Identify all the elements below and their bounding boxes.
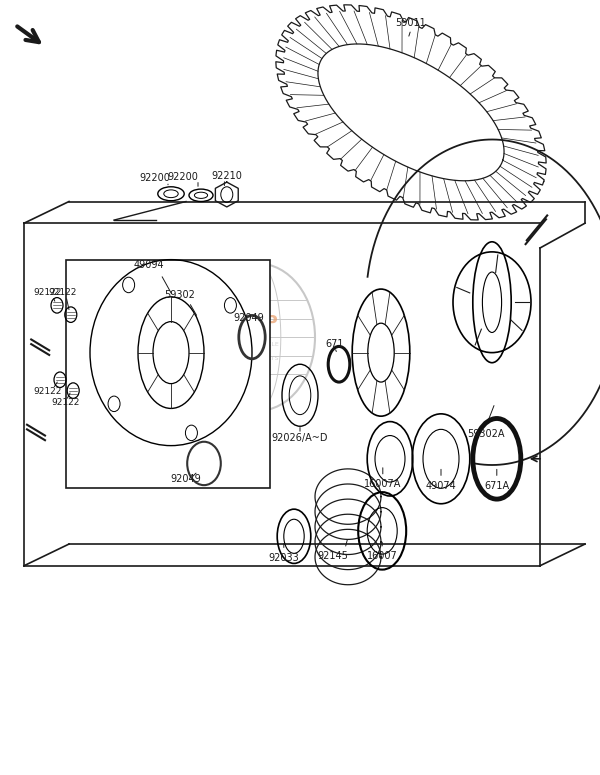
- Text: 49074: 49074: [425, 481, 457, 491]
- Text: 16007A: 16007A: [364, 480, 401, 489]
- Text: 92033: 92033: [268, 553, 299, 563]
- Text: 59302A: 59302A: [467, 429, 505, 439]
- Text: MSP: MSP: [238, 314, 278, 332]
- Text: MOTORCYCLE: MOTORCYCLE: [236, 343, 280, 347]
- Text: 92049: 92049: [170, 474, 202, 484]
- Text: 92122: 92122: [33, 387, 61, 396]
- Text: 671A: 671A: [484, 481, 509, 491]
- Text: 92049: 92049: [233, 313, 265, 322]
- Bar: [66, 260, 270, 488]
- Text: 49094: 49094: [133, 260, 164, 270]
- Text: 92026/A~D: 92026/A~D: [272, 433, 328, 443]
- Text: 92122: 92122: [48, 288, 76, 298]
- Text: 92200: 92200: [139, 174, 170, 183]
- Text: 16007: 16007: [367, 552, 398, 561]
- Text: 92122: 92122: [51, 398, 79, 407]
- Text: 59011: 59011: [395, 19, 427, 28]
- Text: 92122: 92122: [33, 288, 61, 298]
- Text: SPARE PARTS: SPARE PARTS: [238, 356, 278, 361]
- Text: 59302: 59302: [164, 290, 196, 299]
- Text: 92210: 92210: [211, 171, 242, 181]
- Text: 92145: 92145: [317, 552, 349, 561]
- Text: 92200: 92200: [167, 172, 199, 181]
- Text: 671: 671: [326, 339, 344, 349]
